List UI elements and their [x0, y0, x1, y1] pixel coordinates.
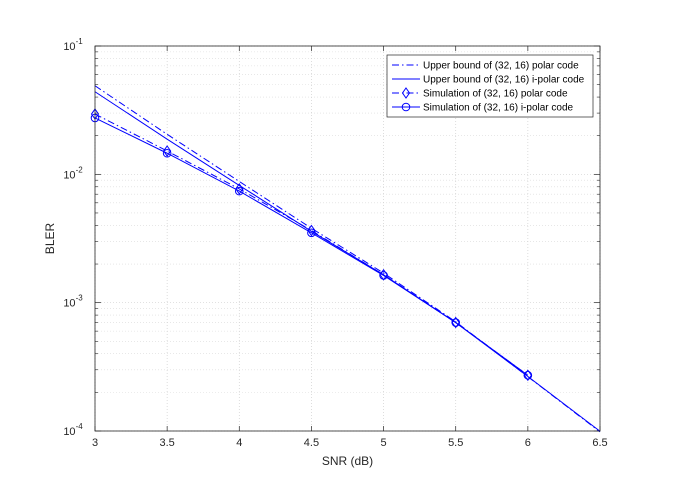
series-line: [94, 91, 601, 432]
y-tick-label: 10-3: [63, 294, 83, 310]
circle-marker: [234, 186, 244, 196]
y-tick-label: 10-2: [63, 165, 83, 181]
series-line: [94, 117, 529, 376]
legend-label: Upper bound of (32, 16) polar code: [423, 61, 579, 72]
diamond-marker: [235, 183, 244, 195]
legend-box: [386, 54, 594, 118]
legend-label: Simulation of (32, 16) polar code: [423, 89, 568, 100]
legend-item: Upper bound of (32, 16) polar code: [392, 61, 579, 72]
legend-item: Upper bound of (32, 16) i-polar code: [392, 75, 585, 86]
x-axis-label: SNR (dB): [322, 454, 373, 468]
circle-marker: [162, 148, 172, 158]
x-tick-label: 6: [525, 437, 531, 449]
x-tick-labels: 3 3.5 4 4.5 5 5.5 6 6.5: [92, 437, 608, 449]
circle-marker: [379, 271, 388, 280]
circle-marker: [401, 102, 411, 112]
diamond-marker: [401, 87, 411, 99]
diamond-marker: [307, 224, 316, 237]
x-tick-label: 4.5: [304, 437, 319, 449]
y-tick-base: 10: [63, 41, 75, 53]
x-tick-label: 6.5: [592, 437, 607, 449]
x-tick-label: 3.5: [159, 437, 174, 449]
y-tick-exponent: -2: [76, 165, 84, 174]
series-2: [94, 91, 601, 432]
legend-label: Simulation of (32, 16) i-polar code: [423, 103, 574, 114]
diamond-marker: [379, 268, 388, 281]
x-tick-label: 4: [236, 437, 242, 449]
circle-marker: [523, 370, 533, 380]
series-layer: [90, 85, 601, 433]
diamond-marker: [163, 145, 172, 157]
x-tick-label: 3: [92, 437, 98, 449]
x-tick-label: 5.5: [448, 437, 463, 449]
y-tick-base: 10: [63, 426, 75, 438]
y-tick-labels: 10-410-310-210-1: [63, 37, 83, 438]
y-tick-base: 10: [63, 298, 75, 310]
y-axis-label: BLER: [43, 222, 57, 254]
circle-marker: [451, 318, 461, 327]
legend-label: Upper bound of (32, 16) i-polar code: [423, 75, 585, 86]
legend-item: Simulation of (32, 16) i-polar code: [392, 103, 574, 114]
y-tick-exponent: -1: [76, 37, 84, 46]
legend-item: Simulation of (32, 16) polar code: [392, 87, 568, 100]
circle-marker: [307, 228, 316, 238]
plot-frame: [94, 45, 601, 432]
y-tick-label: 10-4: [63, 422, 83, 438]
x-tick-label: 5: [381, 437, 387, 449]
y-tick-exponent: -4: [76, 422, 84, 431]
y-tick-label: 10-1: [63, 37, 83, 53]
legend: Upper bound of (32, 16) polar code Upper …: [386, 54, 594, 118]
y-tick-exponent: -3: [76, 294, 84, 303]
y-tick-base: 10: [63, 169, 75, 181]
axis-ticks: [94, 45, 601, 432]
